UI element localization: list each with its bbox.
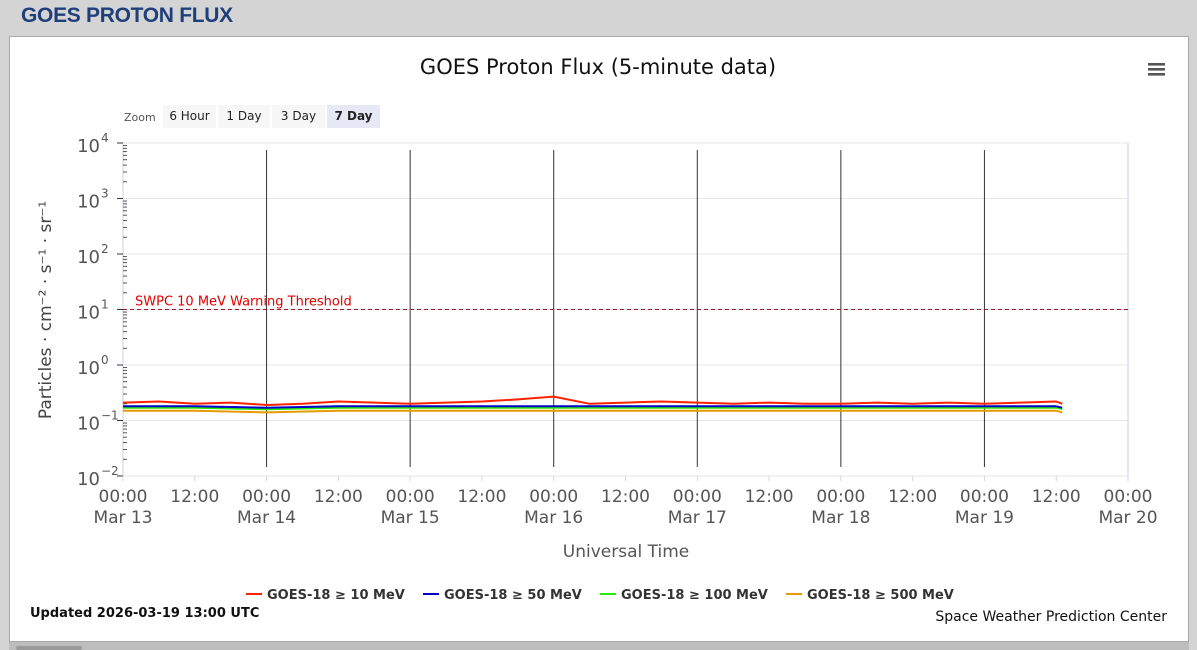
series-line-0 <box>122 395 1063 406</box>
x-tick-label: 12:00 <box>601 487 650 507</box>
y-tick-label: 10 <box>77 303 100 324</box>
zoom-button-bg[interactable] <box>327 105 380 128</box>
horizontal-scrollbar[interactable] <box>9 642 1189 650</box>
day-lines <box>266 150 985 467</box>
zoom-button-6-hour[interactable]: 6 Hour <box>163 105 216 128</box>
y-tick-exponent: 1 <box>101 298 109 312</box>
zoom-button-bg[interactable] <box>272 105 325 128</box>
zoom-button-label[interactable]: 3 Day <box>281 109 316 123</box>
x-tick-date: Mar 18 <box>811 508 870 528</box>
legend-label[interactable]: GOES-18 ≥ 10 MeV <box>267 588 405 603</box>
x-tick-date: Mar 14 <box>237 508 296 528</box>
x-tick-label: 00:00 <box>242 487 291 507</box>
x-tick-label: 12:00 <box>457 487 506 507</box>
series-line-2 <box>123 406 1063 411</box>
zoom-button-label[interactable]: 7 Day <box>334 109 372 123</box>
hamburger-menu-icon[interactable] <box>1145 58 1169 80</box>
legend-label[interactable]: GOES-18 ≥ 100 MeV <box>621 588 768 603</box>
y-tick-label: 10 <box>77 136 100 157</box>
legend: GOES-18 ≥ 10 MeV GOES-18 ≥ 50 MeV GOES-18 … <box>246 588 954 603</box>
x-tick-date: Mar 19 <box>955 508 1014 528</box>
legend-item[interactable]: GOES-18 ≥ 100 MeV <box>600 588 768 603</box>
y-tick-exponent: 2 <box>101 242 109 256</box>
y-tick-exponent: 3 <box>101 187 109 201</box>
x-tick-label: 00:00 <box>673 487 722 507</box>
x-tick-label: 00:00 <box>386 487 435 507</box>
series-line-1 <box>123 405 1063 409</box>
page-title: GOES PROTON FLUX <box>21 4 233 27</box>
x-tick-label: 12:00 <box>170 487 219 507</box>
threshold-group: SWPC 10 MeV Warning Threshold <box>123 295 1128 310</box>
zoom-button-label[interactable]: 6 Hour <box>169 109 209 123</box>
zoom-button-label[interactable]: 1 Day <box>226 109 261 123</box>
x-tick-label: 00:00 <box>816 487 865 507</box>
updated-text: Updated 2026-03-19 13:00 UTC <box>30 606 259 621</box>
x-tick-date: Mar 15 <box>381 508 440 528</box>
y-tick-label: 10 <box>77 414 100 435</box>
zoom-button-7-day[interactable]: 7 Day <box>327 105 380 128</box>
x-tick-label: 12:00 <box>745 487 794 507</box>
zoom-buttons: 6 Hour 1 Day 3 Day 7 Day <box>163 105 380 128</box>
zoom-button-1-day[interactable]: 1 Day <box>218 105 270 128</box>
y-tick-label: 10 <box>77 469 100 490</box>
gridlines <box>117 142 1128 477</box>
zoom-label: Zoom <box>124 111 156 124</box>
x-tick-label: 00:00 <box>529 487 578 507</box>
y-tick-exponent: 0 <box>101 353 109 367</box>
series-group <box>122 395 1063 414</box>
chart-panel <box>9 36 1189 642</box>
x-axis-label: Universal Time <box>563 542 689 562</box>
x-tick-label: 00:00 <box>960 487 1009 507</box>
y-tick-label: 10 <box>77 358 100 379</box>
legend-item[interactable]: GOES-18 ≥ 50 MeV <box>423 588 582 603</box>
legend-label[interactable]: GOES-18 ≥ 50 MeV <box>444 588 582 603</box>
x-tick-label: 00:00 <box>99 487 148 507</box>
x-tick-label: 12:00 <box>1032 487 1081 507</box>
y-tick-exponent: −1 <box>101 409 119 423</box>
x-tick-label: 12:00 <box>314 487 363 507</box>
y-tick-exponent: −2 <box>101 464 119 478</box>
x-tick-date: Mar 20 <box>1098 508 1157 528</box>
series-line-3 <box>123 409 1063 414</box>
x-tick-label: 12:00 <box>888 487 937 507</box>
y-tick-label: 10 <box>77 247 100 268</box>
y-axis-label: Particles · cm⁻² · s⁻¹ · sr⁻¹ <box>36 201 56 419</box>
x-tick-date: Mar 17 <box>668 508 727 528</box>
legend-item[interactable]: GOES-18 ≥ 500 MeV <box>786 588 954 603</box>
zoom-button-3-day[interactable]: 3 Day <box>272 105 325 128</box>
x-tick-date: Mar 16 <box>524 508 583 528</box>
zoom-button-bg[interactable] <box>218 105 270 128</box>
scrollbar-thumb[interactable] <box>16 646 82 650</box>
legend-item[interactable]: GOES-18 ≥ 10 MeV <box>246 588 405 603</box>
x-tick-label: 00:00 <box>1104 487 1153 507</box>
zoom-button-bg[interactable] <box>163 105 216 128</box>
credit-text: Space Weather Prediction Center <box>935 609 1167 625</box>
y-tick-label: 10 <box>77 192 100 213</box>
x-tick-date: Mar 13 <box>93 508 152 528</box>
y-tick-exponent: 4 <box>101 131 109 145</box>
chart-title: GOES Proton Flux (5-minute data) <box>420 55 776 79</box>
legend-label[interactable]: GOES-18 ≥ 500 MeV <box>807 588 954 603</box>
y-minor-ticks <box>123 145 127 460</box>
threshold-label: SWPC 10 MeV Warning Threshold <box>135 295 352 310</box>
